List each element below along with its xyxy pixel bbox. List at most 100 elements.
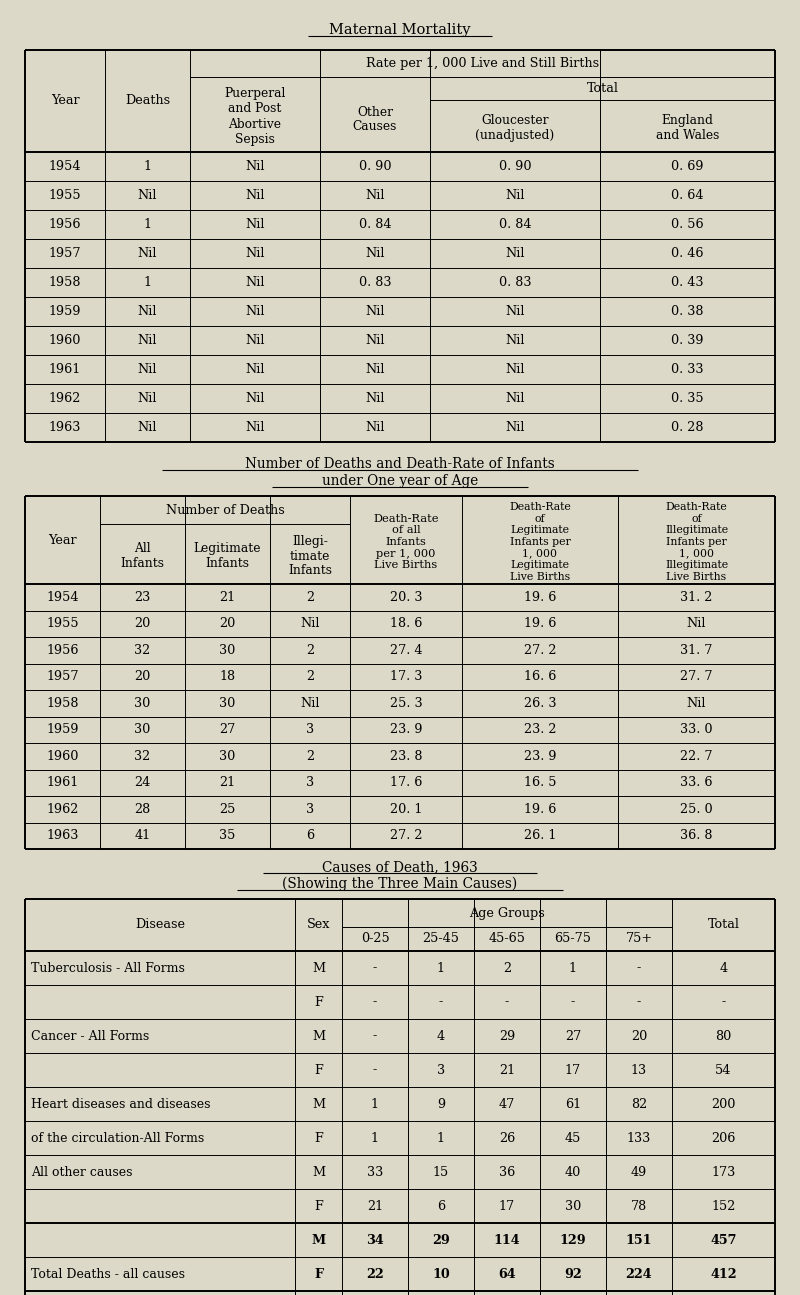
Text: 9: 9 <box>437 1097 445 1111</box>
Text: 1: 1 <box>143 276 151 289</box>
Text: 17. 3: 17. 3 <box>390 671 422 684</box>
Text: 0. 83: 0. 83 <box>358 276 391 289</box>
Text: 0. 56: 0. 56 <box>671 218 704 231</box>
Text: M: M <box>312 1030 325 1042</box>
Text: England
and Wales: England and Wales <box>656 114 719 142</box>
Text: Nil: Nil <box>366 334 385 347</box>
Text: Nil: Nil <box>246 421 265 434</box>
Text: Age Groups: Age Groups <box>469 906 545 919</box>
Text: 10: 10 <box>432 1268 450 1281</box>
Text: 2: 2 <box>306 750 314 763</box>
Text: 1963: 1963 <box>49 421 81 434</box>
Text: -: - <box>373 1030 377 1042</box>
Text: 1958: 1958 <box>49 276 82 289</box>
Text: Nil: Nil <box>138 363 158 376</box>
Text: Nil: Nil <box>366 363 385 376</box>
Text: 2: 2 <box>306 644 314 657</box>
Text: M: M <box>312 1097 325 1111</box>
Text: Nil: Nil <box>246 392 265 405</box>
Text: 1957: 1957 <box>49 247 82 260</box>
Text: Nil: Nil <box>138 334 158 347</box>
Text: 30: 30 <box>219 697 236 710</box>
Text: Number of Deaths: Number of Deaths <box>166 504 284 517</box>
Text: 1956: 1956 <box>49 218 82 231</box>
Text: Nil: Nil <box>246 189 265 202</box>
Text: -: - <box>637 996 641 1009</box>
Text: 200: 200 <box>711 1097 736 1111</box>
Text: 29: 29 <box>499 1030 515 1042</box>
Text: 61: 61 <box>565 1097 581 1111</box>
Text: 23. 9: 23. 9 <box>524 750 556 763</box>
Text: 0. 39: 0. 39 <box>671 334 704 347</box>
Text: 0. 38: 0. 38 <box>671 306 704 319</box>
Text: Total: Total <box>586 82 618 95</box>
Text: 1955: 1955 <box>46 618 79 631</box>
Text: 31. 2: 31. 2 <box>680 591 713 603</box>
Text: Other
Causes: Other Causes <box>353 105 397 133</box>
Text: 0. 43: 0. 43 <box>671 276 704 289</box>
Text: Nil: Nil <box>366 421 385 434</box>
Text: 23. 2: 23. 2 <box>524 723 556 737</box>
Text: 21: 21 <box>219 591 235 603</box>
Text: 21: 21 <box>367 1199 383 1212</box>
Text: 33: 33 <box>367 1166 383 1178</box>
Text: Nil: Nil <box>506 247 525 260</box>
Text: 34: 34 <box>366 1234 384 1247</box>
Text: Nil: Nil <box>506 306 525 319</box>
Text: 0. 69: 0. 69 <box>671 161 704 174</box>
Text: -: - <box>439 996 443 1009</box>
Text: 3: 3 <box>437 1063 445 1076</box>
Text: Number of Deaths and Death-Rate of Infants: Number of Deaths and Death-Rate of Infan… <box>245 457 555 471</box>
Text: 80: 80 <box>715 1030 732 1042</box>
Text: 457: 457 <box>710 1234 737 1247</box>
Text: 3: 3 <box>306 723 314 737</box>
Text: 45: 45 <box>565 1132 581 1145</box>
Text: Gloucester
(unadjusted): Gloucester (unadjusted) <box>475 114 554 142</box>
Text: 0. 83: 0. 83 <box>498 276 531 289</box>
Text: 33. 6: 33. 6 <box>680 776 713 789</box>
Text: 23. 9: 23. 9 <box>390 723 422 737</box>
Text: 114: 114 <box>494 1234 520 1247</box>
Text: -: - <box>373 1063 377 1076</box>
Text: 26: 26 <box>499 1132 515 1145</box>
Text: 2: 2 <box>306 591 314 603</box>
Text: M: M <box>311 1234 326 1247</box>
Text: F: F <box>314 1063 323 1076</box>
Text: 17: 17 <box>499 1199 515 1212</box>
Text: 206: 206 <box>711 1132 736 1145</box>
Text: 1: 1 <box>371 1132 379 1145</box>
Text: M: M <box>312 1166 325 1178</box>
Text: (Showing the Three Main Causes): (Showing the Three Main Causes) <box>282 877 518 891</box>
Text: 26. 1: 26. 1 <box>524 829 556 842</box>
Text: 6: 6 <box>437 1199 445 1212</box>
Text: Nil: Nil <box>138 247 158 260</box>
Text: 30: 30 <box>565 1199 581 1212</box>
Text: 25. 0: 25. 0 <box>680 803 713 816</box>
Text: 27: 27 <box>219 723 236 737</box>
Text: 17: 17 <box>565 1063 581 1076</box>
Text: Legitimate
Infants: Legitimate Infants <box>194 543 262 570</box>
Text: Nil: Nil <box>366 247 385 260</box>
Text: 1961: 1961 <box>46 776 78 789</box>
Text: Nil: Nil <box>300 618 320 631</box>
Text: 1955: 1955 <box>49 189 82 202</box>
Text: 20. 1: 20. 1 <box>390 803 422 816</box>
Text: 1956: 1956 <box>46 644 78 657</box>
Text: 0. 64: 0. 64 <box>671 189 704 202</box>
Text: 0. 33: 0. 33 <box>671 363 704 376</box>
Text: 64: 64 <box>498 1268 516 1281</box>
Text: 2: 2 <box>306 671 314 684</box>
Text: 1959: 1959 <box>46 723 78 737</box>
Text: 1962: 1962 <box>49 392 81 405</box>
Text: Nil: Nil <box>686 618 706 631</box>
Text: 32: 32 <box>134 644 150 657</box>
Text: Nil: Nil <box>506 334 525 347</box>
Text: 20. 3: 20. 3 <box>390 591 422 603</box>
Text: 26. 3: 26. 3 <box>524 697 556 710</box>
Text: 1958: 1958 <box>46 697 78 710</box>
Text: 22. 7: 22. 7 <box>680 750 713 763</box>
Text: Disease: Disease <box>135 918 185 931</box>
Text: 16. 5: 16. 5 <box>524 776 556 789</box>
Text: 25-45: 25-45 <box>422 932 459 945</box>
Text: F: F <box>314 1199 323 1212</box>
